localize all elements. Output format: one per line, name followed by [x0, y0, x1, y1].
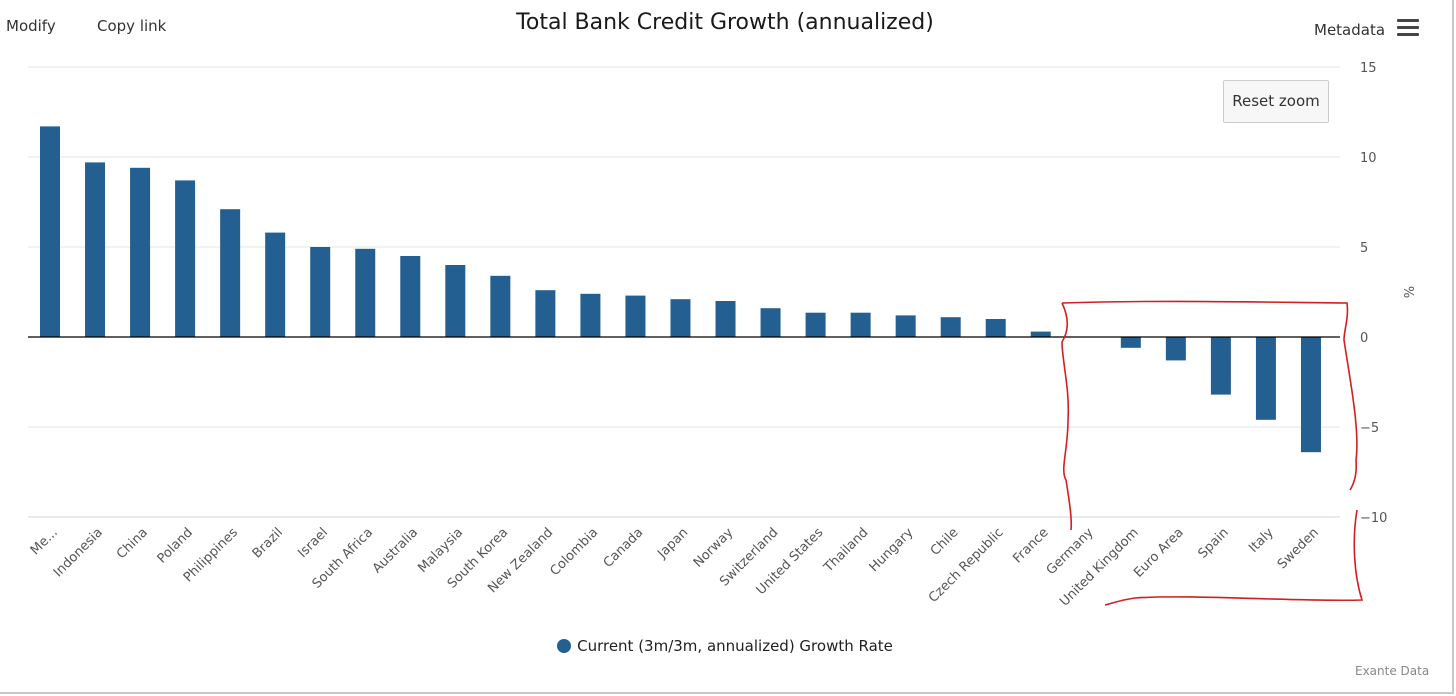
x-tick-label: Canada	[601, 525, 647, 571]
bar[interactable]	[535, 290, 556, 337]
bar[interactable]	[760, 308, 781, 337]
bar[interactable]	[355, 248, 376, 337]
y-tick-label: 15	[1360, 61, 1377, 76]
x-tick-label: Italy	[1246, 525, 1277, 556]
bar[interactable]	[670, 299, 691, 337]
bar[interactable]	[40, 126, 60, 338]
reset-zoom-button[interactable]: Reset zoom	[1223, 80, 1329, 123]
bar[interactable]	[85, 162, 106, 337]
chart-credit[interactable]: Exante Data	[1355, 664, 1430, 678]
y-axis-ticks: 15 10 5 0 −5 −10	[1360, 61, 1387, 526]
legend-marker	[557, 639, 572, 653]
bar[interactable]	[1165, 337, 1186, 361]
bar[interactable]	[220, 209, 241, 337]
x-tick-label: Chile	[928, 525, 962, 559]
bar[interactable]	[175, 180, 196, 337]
y-axis-label: %	[1400, 286, 1415, 298]
bar[interactable]	[310, 247, 331, 337]
x-tick-label: Spain	[1195, 525, 1231, 561]
bar[interactable]	[850, 312, 871, 337]
x-tick-label: Thailand	[821, 525, 872, 576]
x-tick-label: Australia	[370, 525, 421, 576]
bar[interactable]	[490, 275, 511, 337]
bar[interactable]	[1120, 337, 1141, 348]
bar[interactable]	[580, 293, 601, 337]
x-tick-label: Indonesia	[51, 525, 106, 580]
x-tick-label: Euro Area	[1131, 525, 1187, 581]
y-tick-label: 0	[1360, 331, 1368, 346]
bar[interactable]	[445, 265, 466, 337]
modify-link[interactable]: Modify	[6, 17, 56, 35]
bar[interactable]	[130, 167, 151, 337]
bar[interactable]	[400, 256, 421, 337]
x-tick-label: China	[114, 525, 151, 562]
bar[interactable]	[985, 319, 1006, 337]
gridlines	[28, 66, 1340, 518]
bar-series	[40, 126, 1321, 453]
bar[interactable]	[1300, 337, 1321, 453]
x-tick-label: Sweden	[1275, 525, 1322, 572]
x-tick-label: Colombia	[547, 525, 601, 579]
x-tick-label: Israel	[295, 525, 331, 561]
y-tick-label: −5	[1360, 421, 1379, 436]
legend[interactable]: Current (3m/3m, annualized) Growth Rate	[0, 637, 1450, 655]
bar[interactable]	[1255, 337, 1276, 420]
hamburger-menu-icon[interactable]	[1397, 19, 1419, 39]
chart-title: Total Bank Credit Growth (annualized)	[516, 10, 934, 35]
x-tick-label: France	[1010, 525, 1051, 566]
x-tick-label: Brazil	[250, 525, 286, 561]
legend-label: Current (3m/3m, annualized) Growth Rate	[577, 637, 893, 655]
bar[interactable]	[715, 301, 736, 337]
bar[interactable]	[1030, 331, 1051, 337]
bar[interactable]	[940, 317, 961, 337]
copy-link[interactable]: Copy link	[97, 17, 167, 35]
x-tick-label: Japan	[654, 525, 691, 562]
bar[interactable]	[625, 295, 646, 337]
bar[interactable]	[1210, 337, 1231, 395]
bar-chart: 15 10 5 0 −5 −10 Me...Indonesia China PolandPhi…	[28, 61, 1415, 610]
x-tick-label: Me...	[28, 525, 61, 558]
hand-drawn-annotation	[1061, 300, 1364, 606]
x-tick-label: Poland	[155, 525, 196, 566]
bar[interactable]	[895, 315, 916, 337]
y-tick-label: 5	[1360, 241, 1368, 256]
bar[interactable]	[805, 312, 826, 337]
x-tick-label: Norway	[691, 525, 737, 571]
bar[interactable]	[265, 232, 286, 337]
metadata-button[interactable]: Metadata	[1314, 21, 1386, 39]
y-tick-label: −10	[1360, 511, 1387, 526]
x-tick-label: Hungary	[867, 525, 917, 575]
y-tick-label: 10	[1360, 151, 1377, 166]
x-tick-label: United Kingdom	[1057, 525, 1141, 609]
